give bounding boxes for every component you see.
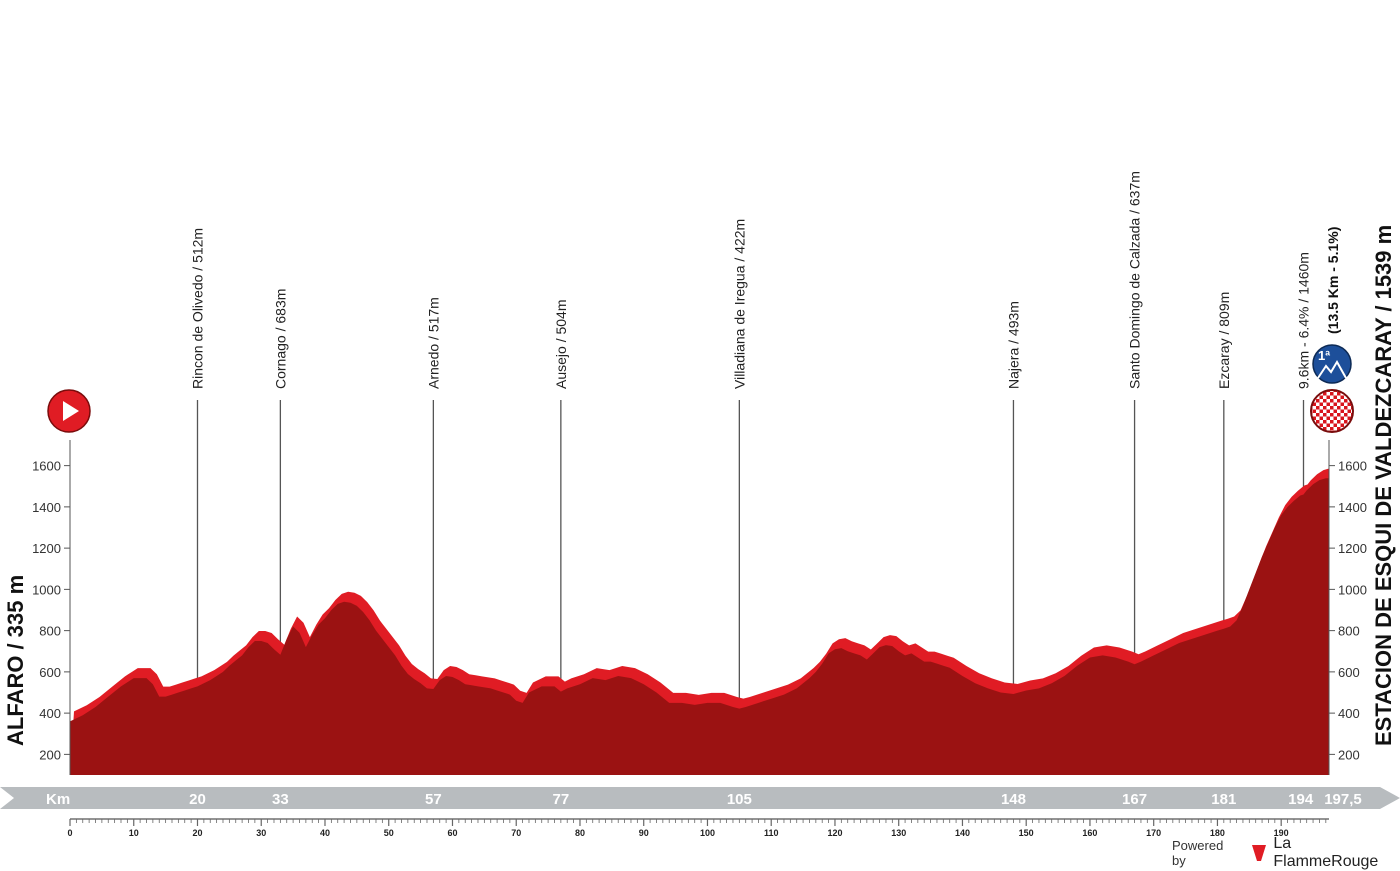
elevation-profile [70, 468, 1333, 775]
x-tick-label: 40 [320, 828, 330, 838]
y-tick-label: 200 [1338, 747, 1360, 762]
waypoint-label: Villadiana de Iregua / 422m [731, 219, 747, 389]
y-tick-label: 1400 [32, 500, 61, 515]
waypoint-layer: Rincon de Olivedo / 512m Cornago / 683m Ar… [189, 171, 1312, 775]
x-tick-label: 50 [384, 828, 394, 838]
km-marker: 33 [272, 791, 289, 808]
km-marker: 20 [189, 791, 206, 808]
waypoint-label: Ausejo / 504m [553, 300, 569, 390]
y-tick-label: 400 [39, 706, 61, 721]
x-tick-label: 180 [1210, 828, 1225, 838]
climb-category: 1ª [1318, 348, 1330, 363]
km-marker: 57 [425, 791, 442, 808]
y-tick-label: 1000 [1338, 582, 1367, 597]
y-tick-label: 600 [39, 665, 61, 680]
flamme-rouge-logo-icon [1250, 843, 1268, 863]
checkered-flag-icon [1310, 389, 1354, 433]
waypoint-label: Najera / 493m [1005, 301, 1021, 389]
km-marker: 167 [1122, 791, 1147, 808]
y-tick-label: 400 [1338, 706, 1360, 721]
y-tick-label: 1600 [32, 459, 61, 474]
y-tick-label: 1200 [32, 541, 61, 556]
y-tick-label: 800 [39, 624, 61, 639]
x-tick-label: 0 [67, 828, 72, 838]
x-tick-label: 110 [764, 828, 779, 838]
x-tick-label: 30 [256, 828, 266, 838]
climb-label: (13.5 Km - 5.1%) [1325, 227, 1341, 334]
x-tick-label: 100 [700, 828, 715, 838]
km-marker: 148 [1001, 791, 1026, 808]
x-tick-label: 120 [827, 828, 842, 838]
y-tick-label: 1400 [1338, 500, 1367, 515]
y-tick-label: 600 [1338, 665, 1360, 680]
x-tick-label: 60 [447, 828, 457, 838]
waypoint-label: Rincon de Olivedo / 512m [189, 228, 205, 389]
profile-area [70, 478, 1329, 775]
km-markers: 20 33 57 77 105 148 167 181 194 197,5 [189, 791, 1362, 808]
y-tick-label: 1600 [1338, 459, 1367, 474]
x-tick-label: 70 [511, 828, 521, 838]
km-axis-label: Km [46, 791, 70, 808]
x-tick-label: 150 [1019, 828, 1034, 838]
start-label: ALFARO / 335 m [3, 575, 28, 746]
waypoint-label: Ezcaray / 809m [1216, 292, 1232, 389]
brand-footer: Powered by La FlammeRouge [1172, 835, 1400, 870]
x-tick-label: 10 [129, 828, 139, 838]
y-tick-label: 200 [39, 747, 61, 762]
powered-by-text: Powered by [1172, 838, 1224, 868]
km-band [0, 787, 1400, 809]
km-marker: 181 [1211, 791, 1236, 808]
km-marker: 194 [1288, 791, 1314, 808]
y-tick-label: 1200 [1338, 541, 1367, 556]
finish-label: ESTACION DE ESQUI DE VALDEZCARAY / 1539 … [1371, 225, 1396, 746]
waypoint-label: Cornago / 683m [272, 289, 288, 389]
km-marker: 105 [727, 791, 752, 808]
waypoint-label: Santo Domingo de Calzada / 637m [1127, 171, 1143, 389]
y-tick-label: 800 [1338, 624, 1360, 639]
x-tick-label: 90 [639, 828, 649, 838]
x-tick-label: 170 [1146, 828, 1161, 838]
x-tick-label: 130 [891, 828, 906, 838]
mountain-category-icon: 1ª [1312, 344, 1352, 384]
x-tick-label: 160 [1082, 828, 1097, 838]
km-axis: 0 10 20 30 40 50 60 70 80 90 100 110 120 130 140 150 160… [67, 818, 1329, 838]
left-elevation-axis: 200 400 600 800 1000 1200 1400 1600 [32, 440, 71, 775]
x-tick-label: 80 [575, 828, 585, 838]
right-elevation-axis: 200 400 600 800 1000 1200 1400 1600 [1328, 440, 1367, 775]
x-tick-label: 20 [192, 828, 202, 838]
play-icon [47, 389, 91, 433]
brand-name: La FlammeRouge [1273, 835, 1379, 870]
y-tick-label: 1000 [32, 582, 61, 597]
km-marker: 197,5 [1324, 791, 1362, 808]
x-tick-label: 140 [955, 828, 970, 838]
waypoint-label: Arnedo / 517m [425, 297, 441, 389]
x-tick-label: 190 [1274, 828, 1289, 838]
km-marker: 77 [553, 791, 570, 808]
waypoint-label: 9.6km - 6.4% / 1460m [1296, 252, 1312, 389]
